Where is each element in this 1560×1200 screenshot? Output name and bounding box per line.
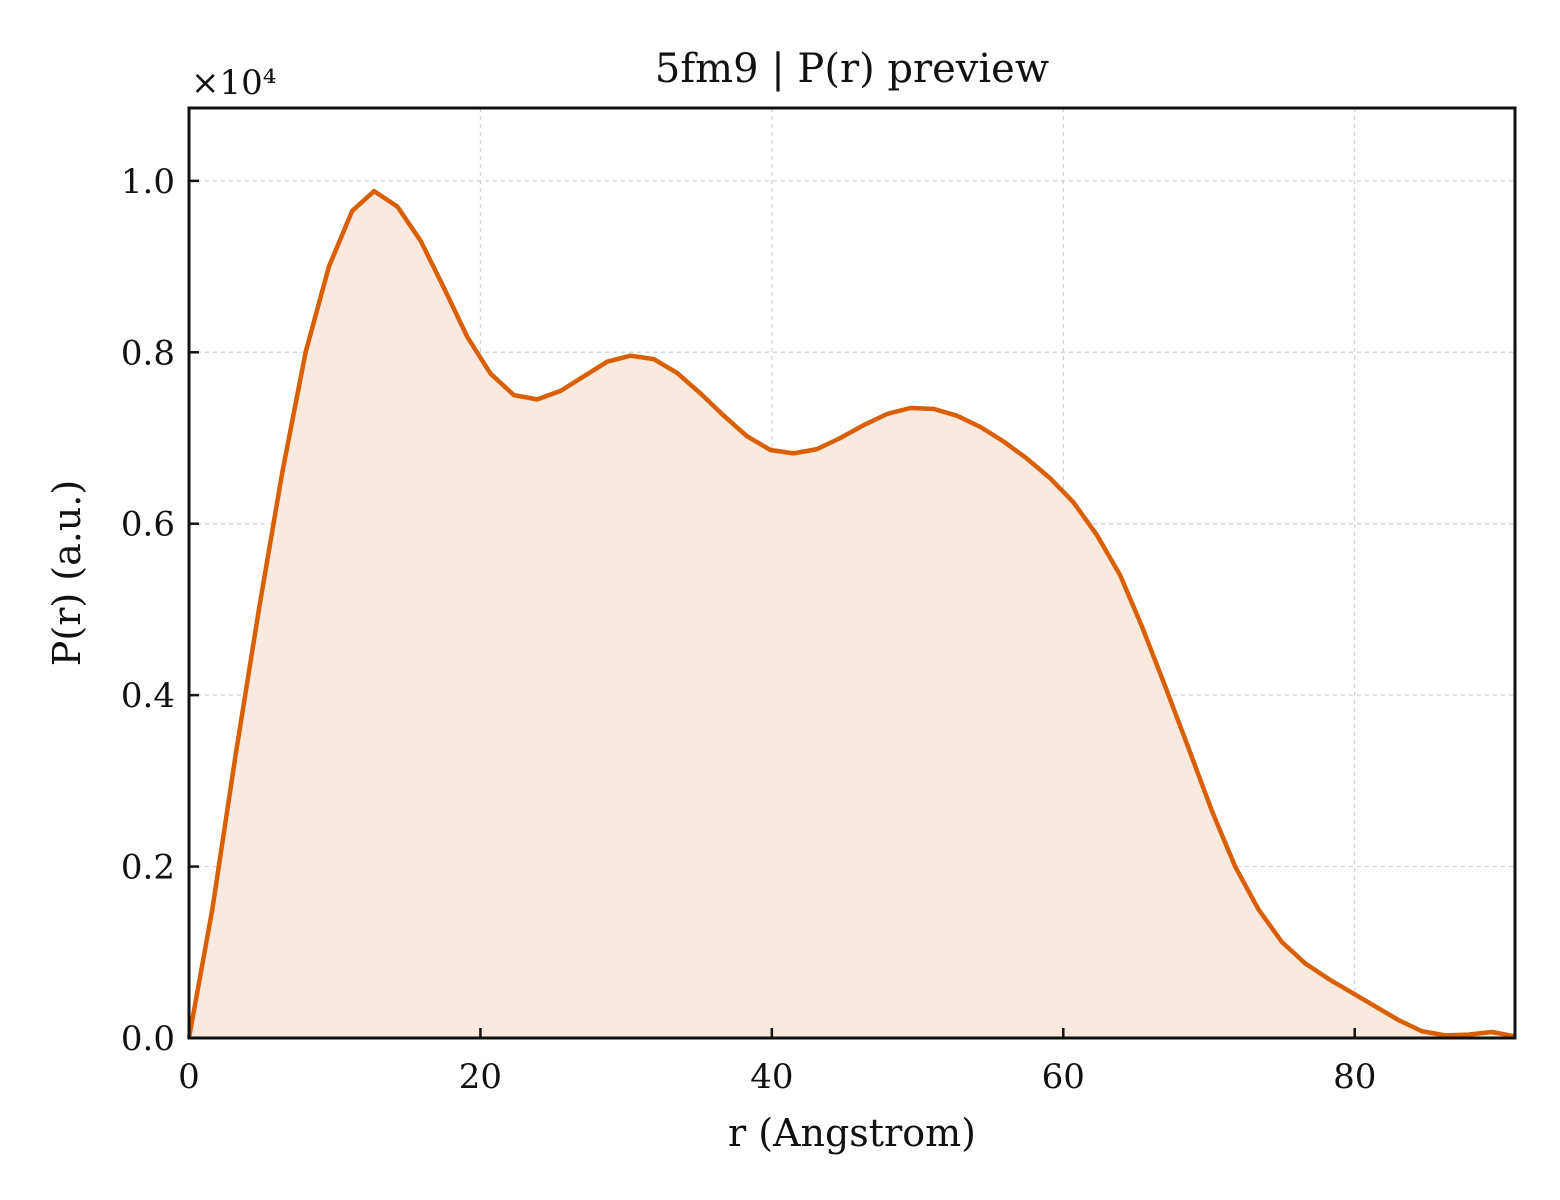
y-axis-multiplier: ×10⁴ <box>191 63 276 103</box>
pr-area-fill <box>189 191 1515 1039</box>
chart-title: 5fm9 | P(r) preview <box>655 46 1049 92</box>
pr-series-line <box>186 188 1516 1039</box>
y-tick-label-3: 0.6 <box>121 505 175 545</box>
axis-ticks: 0 20 40 60 80 0.0 0.2 0.4 0.6 0.8 1.0 <box>121 162 1376 1097</box>
x-tick-label-4: 80 <box>1333 1057 1376 1097</box>
y-tick-label-0: 0.0 <box>121 1019 175 1059</box>
x-tick-label-3: 60 <box>1042 1057 1085 1097</box>
plot-frame <box>187 106 1517 1040</box>
x-tick-label-0: 0 <box>178 1057 200 1097</box>
y-tick-label-1: 0.2 <box>121 848 175 888</box>
y-tick-label-2: 0.4 <box>121 676 175 716</box>
x-tick-label-2: 40 <box>750 1057 793 1097</box>
y-tick-label-4: 0.8 <box>121 333 175 373</box>
y-tick-label-5: 1.0 <box>121 162 175 202</box>
y-axis-label: P(r) (a.u.) <box>45 480 89 666</box>
x-tick-label-1: 20 <box>459 1057 502 1097</box>
x-axis-label: r (Angstrom) <box>728 1111 976 1155</box>
